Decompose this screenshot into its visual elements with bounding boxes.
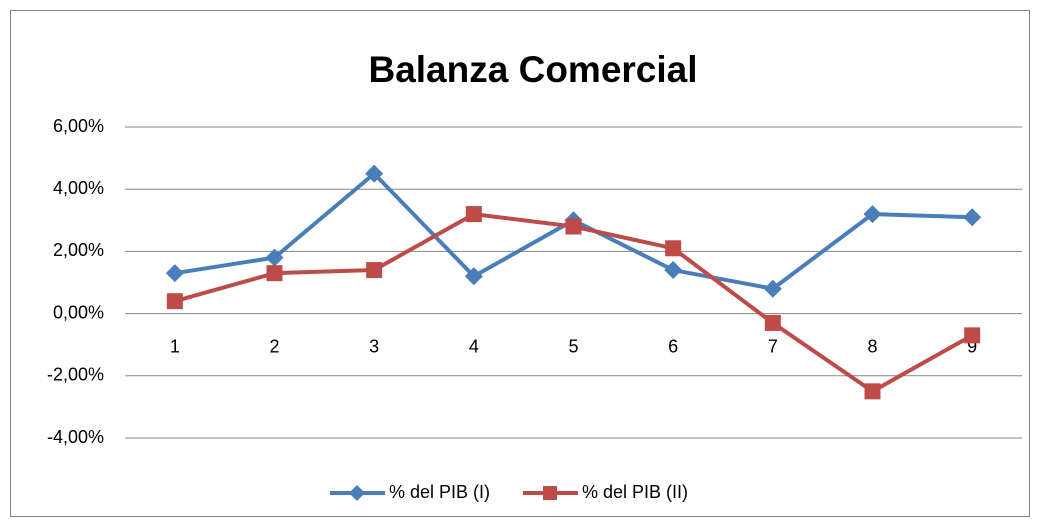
data-point: [465, 206, 482, 223]
data-point: [664, 261, 683, 280]
y-tick-label: 4,00%: [53, 178, 104, 198]
data-point: [565, 218, 582, 235]
x-tick-label: 9: [967, 336, 977, 356]
data-point: [265, 248, 284, 267]
y-tick-label: -2,00%: [47, 365, 104, 385]
data-point: [964, 327, 981, 344]
x-tick-label: 3: [369, 336, 379, 356]
legend-label: % del PIB (I): [389, 482, 490, 502]
y-tick-label: -4,00%: [47, 427, 104, 447]
x-tick-label: 7: [768, 336, 778, 356]
legend-marker: [349, 485, 365, 501]
x-tick-label: 8: [867, 336, 877, 356]
data-point: [266, 265, 283, 282]
data-point: [365, 164, 384, 183]
data-point: [366, 262, 383, 279]
x-tick-label: 6: [668, 336, 678, 356]
x-tick-label: 4: [469, 336, 479, 356]
y-tick-label: 0,00%: [53, 302, 104, 322]
data-point: [166, 293, 183, 310]
data-point: [764, 314, 781, 331]
data-point: [863, 205, 882, 224]
chart-title: Balanza Comercial: [368, 49, 697, 90]
y-tick-label: 6,00%: [53, 116, 104, 136]
legend-marker: [543, 486, 557, 500]
x-tick-label: 2: [269, 336, 279, 356]
data-point: [464, 267, 483, 286]
data-point: [763, 279, 782, 298]
data-point: [864, 383, 881, 400]
data-point: [665, 240, 682, 257]
data-point: [963, 208, 982, 227]
chart-frame: [10, 10, 1030, 517]
x-tick-label: 5: [568, 336, 578, 356]
legend-label: % del PIB (II): [582, 482, 688, 502]
x-tick-label: 1: [170, 336, 180, 356]
data-point: [165, 264, 184, 283]
y-tick-label: 2,00%: [53, 240, 104, 260]
